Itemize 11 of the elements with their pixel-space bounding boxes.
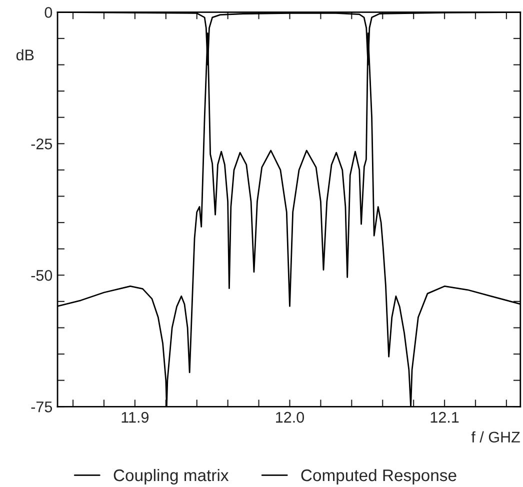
legend-label: Computed Response [301, 468, 456, 485]
y-tick-label: -25 [31, 138, 52, 150]
y-axis-title: dB [16, 49, 34, 60]
y-tick-label: -50 [31, 270, 52, 281]
x-axis-title: f / GHZ [471, 431, 520, 443]
x-tick-label: 11.9 [122, 412, 149, 423]
y-tick-label: 0 [44, 7, 52, 18]
x-tick-label: 12.1 [430, 412, 459, 423]
legend-label: Coupling matrix [114, 468, 229, 485]
x-tick-label: 12.0 [276, 412, 304, 423]
y-tick-label: -75 [31, 402, 52, 412]
